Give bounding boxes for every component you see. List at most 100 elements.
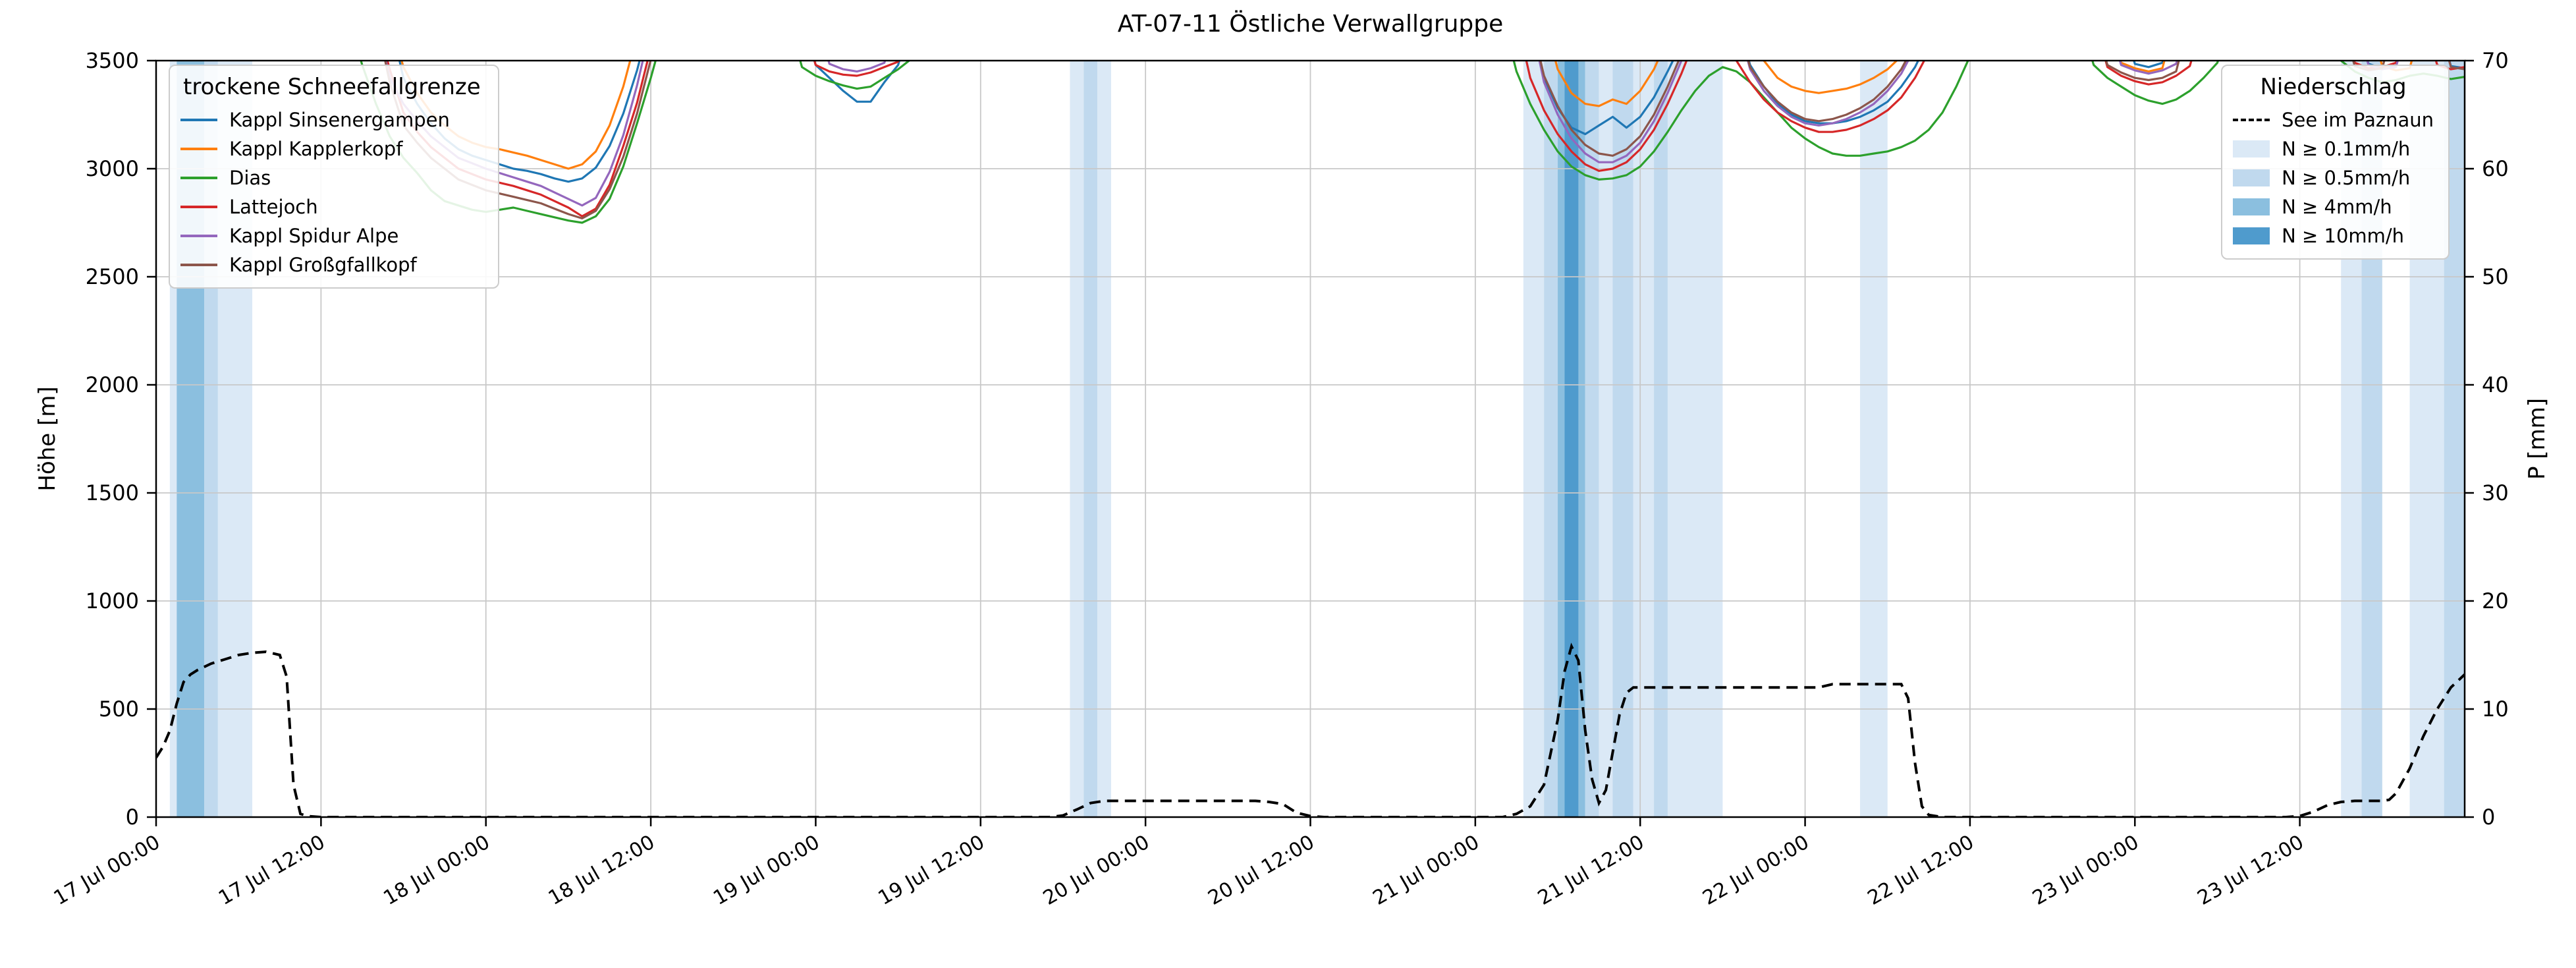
legend-item-kappl-sinsenergampen: Kappl Sinsenergampen: [179, 105, 485, 134]
snowline-kappl-sinsenergampen: [1539, 61, 1674, 136]
x-tick-label: 21 Jul 00:00: [1369, 831, 1483, 910]
series-line-swatch: [180, 235, 217, 237]
legend-item-label: N ≥ 10mm/h: [2282, 225, 2405, 247]
snowline-kappl-spidur-alpe: [1538, 61, 1683, 163]
x-tick-label: 17 Jul 12:00: [215, 831, 329, 910]
snowline-kappl-kapplerkopf: [2119, 61, 2166, 73]
legend-item-label: See im Paznaun: [2282, 109, 2434, 131]
y-left-tick-label: 3000: [86, 156, 139, 181]
x-tick-label: 20 Jul 00:00: [1039, 831, 1153, 910]
precip-band: [1667, 61, 1723, 817]
x-tick-label: 22 Jul 00:00: [1699, 831, 1813, 910]
precip-band: [1544, 61, 1558, 817]
precip-band: [1097, 61, 1111, 817]
x-tick-label: 21 Jul 12:00: [1534, 831, 1648, 910]
legend-item-lattejoch: Lattejoch: [179, 192, 485, 221]
y-left-tick-label: 0: [126, 805, 139, 830]
y-left-tick-label: 3500: [86, 48, 139, 73]
precip-band: [1523, 61, 1545, 817]
series-line-swatch: [180, 264, 217, 266]
y-left-ticks: 0 500 1000 1500 2000 2500 3000 3500: [86, 48, 156, 830]
legend-snowfall-lines: trockene Schneefallgrenze Kappl Sinsener…: [169, 65, 499, 289]
legend-snowfall-items: Kappl Sinsenergampen Kappl Kapplerkopf Dia…: [179, 105, 485, 279]
series-line-swatch: [180, 148, 217, 150]
x-tick-label: 22 Jul 12:00: [1864, 831, 1978, 910]
snowline-kappl-sinsenergampen: [2133, 61, 2164, 69]
snowline-kappl-grossgfallkopf: [1747, 61, 1907, 123]
snowline-layer: [360, 61, 2465, 224]
precip-band-layer: [169, 61, 2465, 817]
precip-band: [1083, 61, 1098, 817]
legend-precipitation: Niederschlag See im Paznaun N ≥ 0.1mm/h N …: [2221, 65, 2450, 260]
y-left-tick-label: 1500: [86, 480, 139, 505]
legend-item-band-level-0: N ≥ 0.1mm/h: [2232, 134, 2435, 163]
y-right-tick-label: 50: [2482, 264, 2509, 289]
series-line-swatch: [180, 177, 217, 179]
legend-item-label: Kappl Großgfallkopf: [229, 254, 417, 276]
band-color-swatch: [2233, 169, 2270, 186]
legend-item-label: N ≥ 4mm/h: [2282, 196, 2392, 218]
snowline-dias: [1512, 61, 1969, 181]
y-right-tick-label: 40: [2482, 372, 2509, 397]
precip-band: [1599, 61, 1613, 817]
snowline-lattejoch: [2104, 61, 2193, 86]
precip-band: [1654, 61, 1668, 817]
y-right-ticks: 0 10 20 30 40 50 60 70: [2465, 48, 2509, 830]
x-tick-label: 17 Jul 00:00: [50, 831, 164, 910]
snowline-dias: [799, 61, 911, 90]
legend-item-kappl-kapplerkopf: Kappl Kapplerkopf: [179, 134, 485, 163]
legend-item-band-level-2: N ≥ 4mm/h: [2232, 192, 2435, 221]
snowline-kappl-grossgfallkopf: [1539, 61, 1680, 157]
x-axis-ticks: 17 Jul 00:00 17 Jul 12:00 18 Jul 00:00 18 J…: [50, 817, 2308, 910]
band-color-swatch: [2233, 227, 2270, 244]
x-tick-label: 18 Jul 00:00: [379, 831, 493, 910]
y-right-tick-label: 70: [2482, 48, 2509, 73]
snowline-lattejoch: [1735, 61, 1926, 133]
y-right-tick-label: 20: [2482, 588, 2509, 613]
y-left-tick-label: 2000: [86, 372, 139, 397]
snowline-kappl-spidur-alpe: [2118, 61, 2179, 75]
x-tick-label: 18 Jul 12:00: [545, 831, 659, 910]
snowline-lattejoch: [813, 61, 900, 77]
legend-item-label: N ≥ 0.5mm/h: [2282, 167, 2411, 189]
y-left-tick-label: 2500: [86, 264, 139, 289]
legend-item-label: Kappl Spidur Alpe: [229, 225, 399, 247]
precip-band: [1633, 61, 1655, 817]
snowline-kappl-kapplerkopf: [1763, 61, 1898, 94]
snowline-kappl-sinsenergampen: [813, 61, 901, 103]
x-tick-label: 19 Jul 00:00: [709, 831, 823, 910]
dashed-line-swatch: [2233, 119, 2270, 121]
precip-band: [1860, 61, 1888, 817]
legend-item-band-level-3: N ≥ 10mm/h: [2232, 221, 2435, 250]
legend-item-dias: Dias: [179, 163, 485, 192]
legend-precipitation-title: Niederschlag: [2260, 74, 2407, 100]
band-color-swatch: [2233, 140, 2270, 157]
x-tick-label: 20 Jul 12:00: [1204, 831, 1318, 910]
x-tick-label: 23 Jul 00:00: [2029, 831, 2143, 910]
chart-title: AT-07-11 Östliche Verwallgruppe: [1117, 11, 1504, 38]
y-left-tick-label: 1000: [86, 588, 139, 613]
y-right-tick-label: 10: [2482, 697, 2509, 722]
snowline-kappl-grossgfallkopf: [2448, 61, 2465, 71]
snowline-dias: [2091, 61, 2220, 105]
snowline-kappl-spidur-alpe: [827, 61, 887, 73]
y-left-tick-label: 500: [99, 697, 139, 722]
x-tick-label: 19 Jul 12:00: [874, 831, 988, 910]
snowline-lattejoch: [1525, 61, 1688, 172]
legend-item-label: Dias: [229, 167, 271, 189]
legend-item-band-level-1: N ≥ 0.5mm/h: [2232, 163, 2435, 192]
precip-band: [1070, 61, 1084, 817]
legend-item-see-im-paznaun: See im Paznaun: [2232, 105, 2435, 134]
legend-item-label: Lattejoch: [229, 196, 318, 218]
y-right-tick-label: 0: [2482, 805, 2495, 830]
y-axis-label-altitude: Höhe [m]: [34, 386, 61, 492]
legend-item-kappl-grossgfallkopf: Kappl Großgfallkopf: [179, 250, 485, 279]
band-color-swatch: [2233, 198, 2270, 215]
series-line-swatch: [180, 206, 217, 208]
precip-band: [1585, 61, 1599, 817]
precip-band: [1564, 61, 1579, 817]
snowline-kappl-spidur-alpe: [1746, 61, 1909, 127]
snowline-kappl-kapplerkopf: [1554, 61, 1659, 107]
y-right-tick-label: 30: [2482, 480, 2509, 505]
